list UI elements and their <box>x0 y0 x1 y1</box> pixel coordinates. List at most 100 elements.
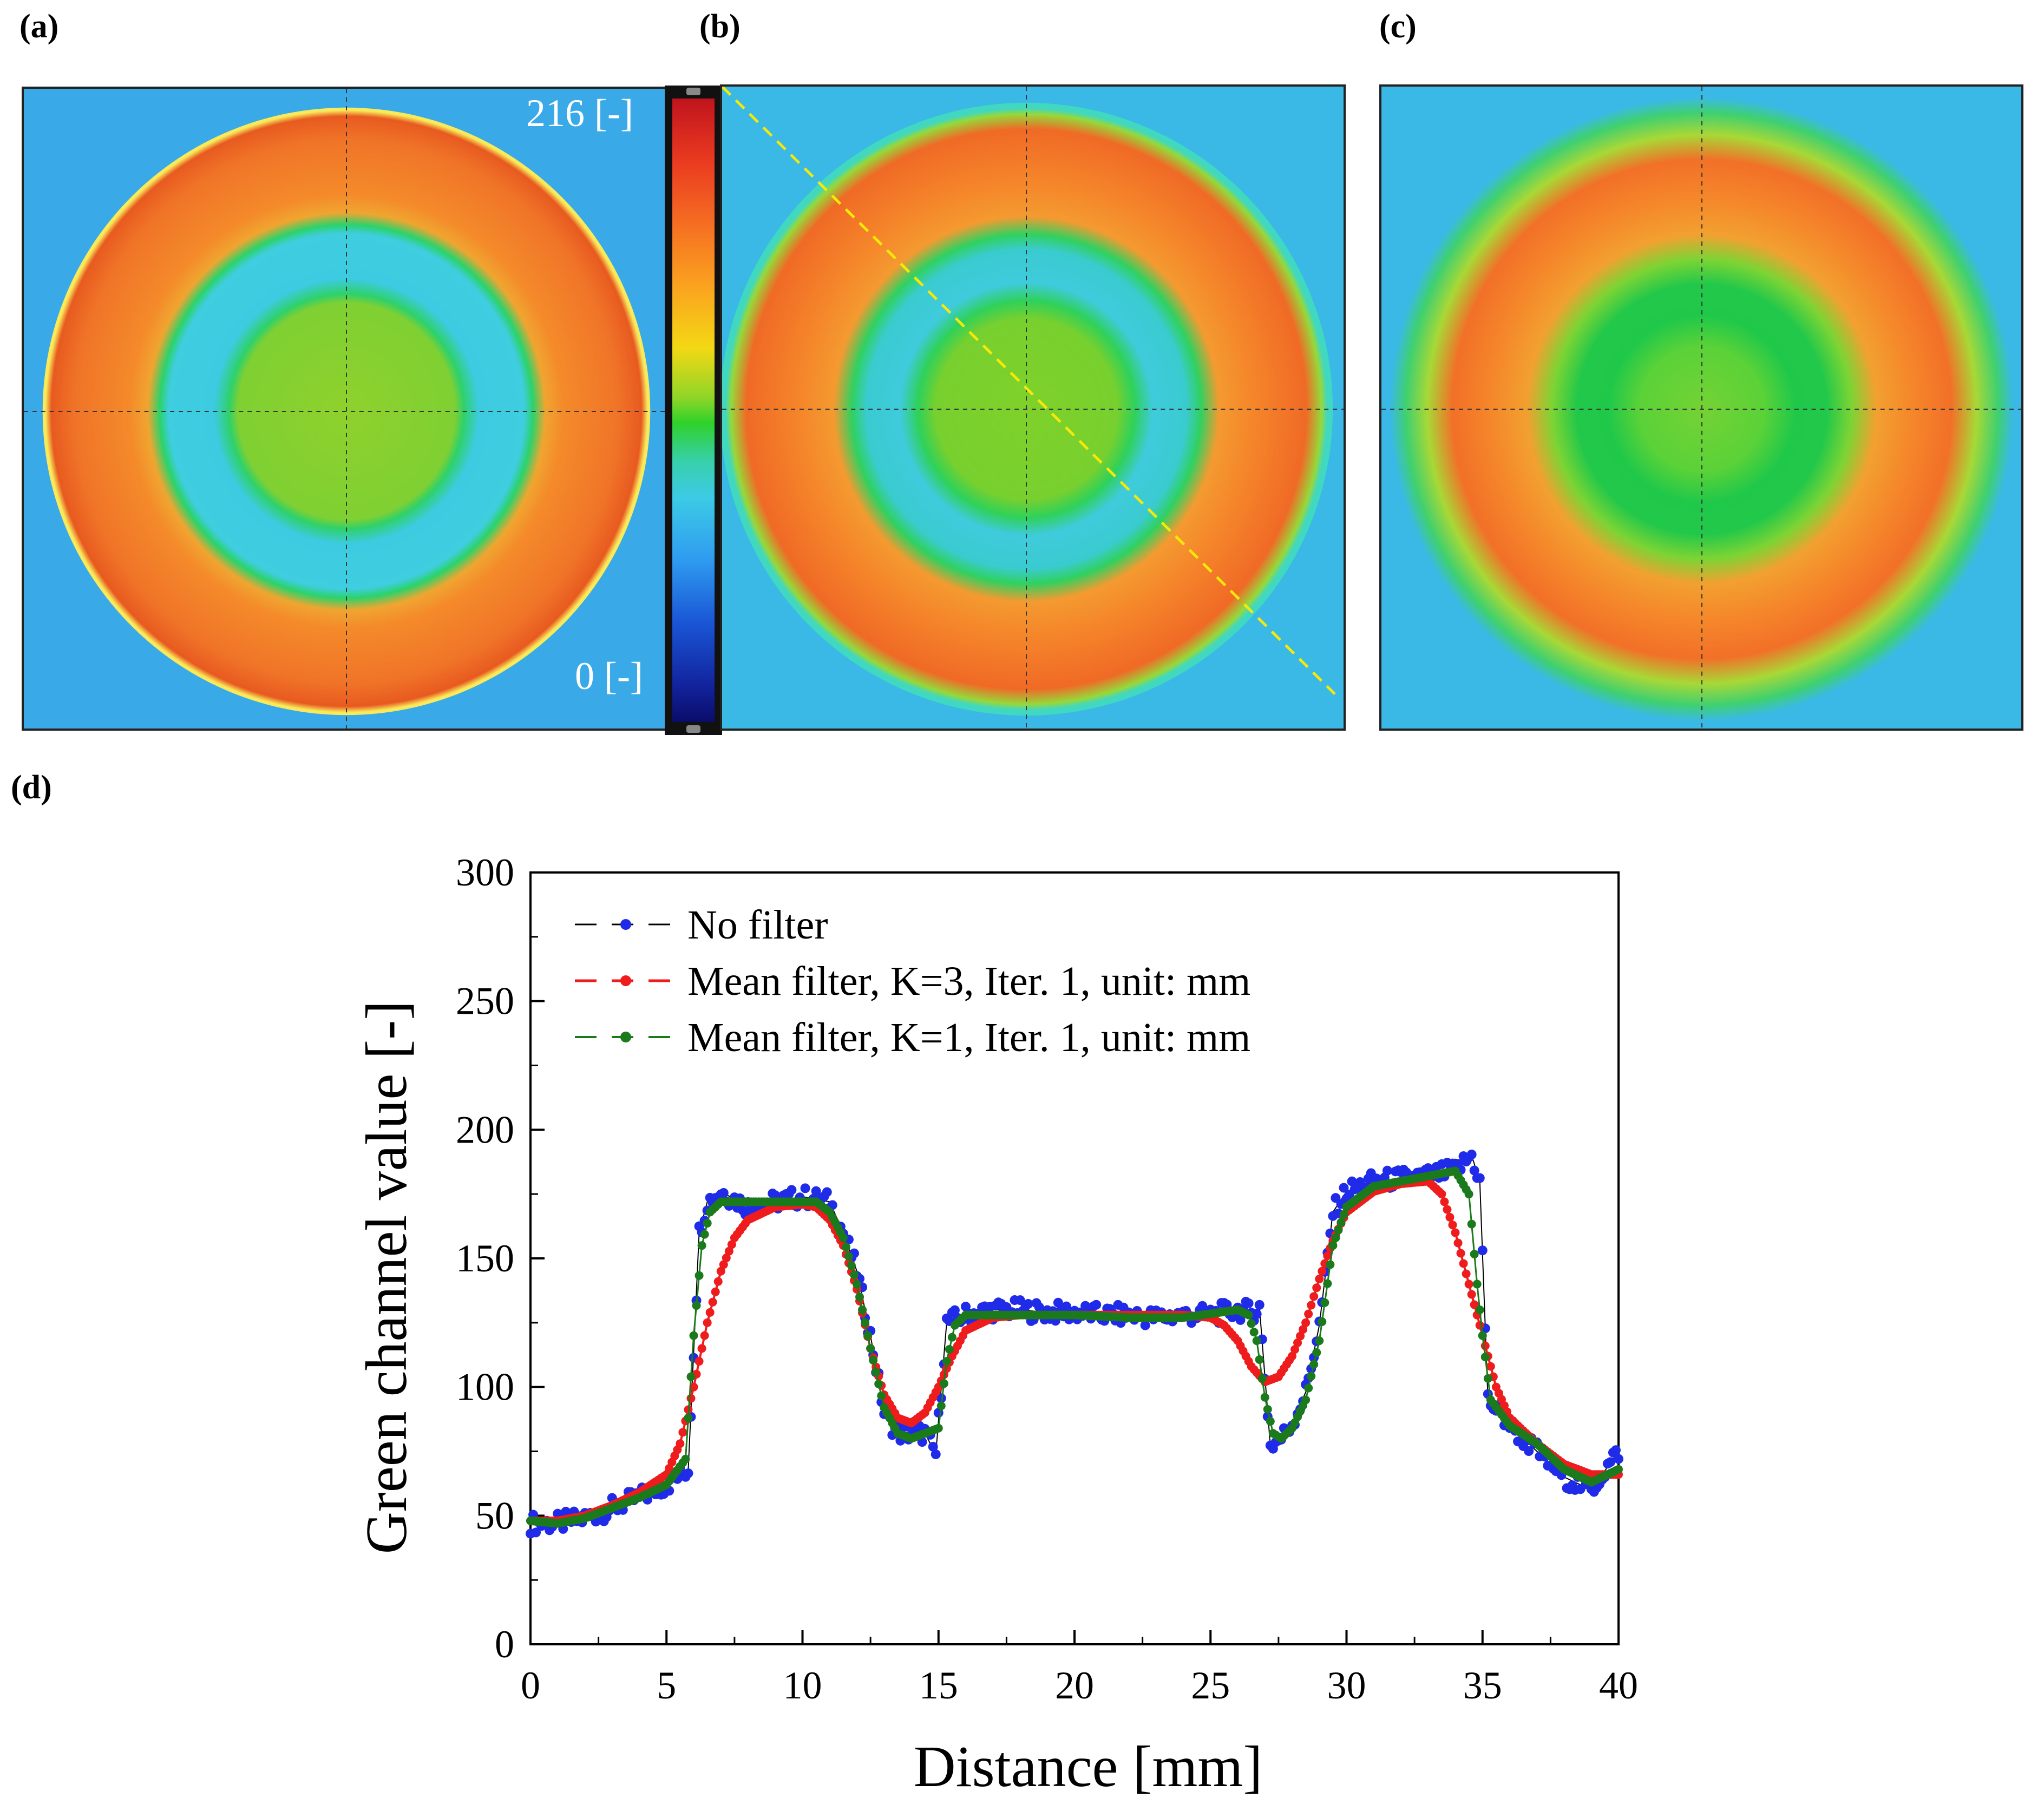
data-point <box>1483 1374 1492 1383</box>
data-point <box>719 1260 728 1269</box>
y-tick-label: 250 <box>456 980 514 1023</box>
data-point <box>695 1357 704 1366</box>
data-point <box>705 1308 715 1317</box>
x-tick-label: 25 <box>1191 1664 1230 1707</box>
colorbar-bottom-handle <box>686 725 700 733</box>
data-point <box>877 1391 886 1400</box>
y-axis-label: Green channel value [-] <box>355 1001 419 1554</box>
data-point <box>936 1393 946 1403</box>
data-point <box>872 1368 881 1377</box>
data-point <box>1453 1238 1463 1248</box>
data-point <box>787 1185 797 1195</box>
data-point <box>1326 1260 1335 1269</box>
data-point <box>1339 1210 1348 1219</box>
data-point <box>716 1267 725 1276</box>
heatmap-panel-c <box>1379 84 2023 731</box>
data-point <box>1451 1228 1460 1237</box>
legend-swatch-marker <box>620 975 631 986</box>
legend-item-3: Mean filter, K=1, Iter. 1, unit: mm <box>575 1015 1250 1060</box>
data-point <box>869 1356 878 1365</box>
x-tick-label: 5 <box>657 1664 676 1707</box>
data-point <box>1610 1445 1621 1455</box>
data-point <box>1252 1309 1262 1319</box>
legend-swatch-marker <box>620 1032 631 1042</box>
data-point <box>703 1219 712 1228</box>
data-point <box>1061 1301 1071 1311</box>
data-point <box>1257 1374 1267 1383</box>
data-point <box>727 1240 736 1249</box>
data-point <box>1140 1320 1150 1330</box>
data-point <box>1475 1321 1484 1330</box>
data-point <box>1091 1300 1102 1310</box>
data-point <box>1464 1279 1473 1289</box>
data-point <box>1301 1395 1311 1405</box>
data-point <box>822 1187 832 1197</box>
colorbar-min-label: 0 [-] <box>575 654 643 698</box>
x-tick-label: 35 <box>1463 1664 1502 1707</box>
heatmap-panel-b <box>720 84 1346 731</box>
data-point <box>686 1372 696 1381</box>
data-point <box>1477 1245 1488 1256</box>
data-point <box>1337 1218 1346 1227</box>
data-point <box>1328 1241 1338 1250</box>
data-point <box>1448 1221 1457 1230</box>
data-point <box>1323 1251 1332 1261</box>
legend-label: Mean filter, K=1, Iter. 1, unit: mm <box>687 1015 1250 1060</box>
data-point <box>700 1230 709 1239</box>
data-point <box>1331 1233 1340 1242</box>
data-point <box>1304 1383 1313 1393</box>
data-point <box>1312 1348 1321 1357</box>
data-point <box>1464 1190 1473 1199</box>
data-point <box>681 1454 690 1464</box>
y-tick-label: 300 <box>456 851 514 894</box>
data-point <box>811 1186 821 1196</box>
data-point <box>1470 1250 1479 1259</box>
panel-label-d: (d) <box>11 769 52 806</box>
data-point <box>1299 1325 1308 1334</box>
data-point <box>697 1241 706 1250</box>
data-point <box>697 1344 706 1353</box>
data-point <box>849 1270 859 1279</box>
x-tick-label: 10 <box>783 1664 822 1707</box>
data-point <box>1466 1149 1477 1159</box>
legend-label: Mean filter, K=3, Iter. 1, unit: mm <box>687 959 1250 1004</box>
legend-swatch-marker <box>620 919 631 930</box>
data-point <box>1252 1336 1261 1346</box>
data-point <box>1307 1372 1316 1381</box>
data-point <box>838 1233 848 1242</box>
data-point <box>683 1468 693 1479</box>
colorbar-max-label: 216 [-] <box>526 91 633 135</box>
data-point <box>1524 1446 1534 1456</box>
x-tick-label: 0 <box>521 1664 540 1707</box>
data-point <box>936 1401 946 1410</box>
data-point <box>711 1287 720 1296</box>
data-point <box>861 1318 870 1327</box>
data-point <box>945 1344 954 1354</box>
data-point <box>928 1441 938 1452</box>
colorbar-gradient <box>672 99 715 722</box>
data-point <box>855 1292 864 1302</box>
data-point <box>1469 1165 1479 1176</box>
data-point <box>931 1449 941 1459</box>
data-point <box>1247 1319 1256 1328</box>
y-tick-label: 100 <box>456 1366 514 1409</box>
legend-item-2: Mean filter, K=3, Iter. 1, unit: mm <box>575 959 1250 1004</box>
data-point <box>1478 1331 1487 1340</box>
panel-label-a: (a) <box>19 8 59 45</box>
data-point <box>1288 1351 1296 1361</box>
data-point <box>1459 1259 1468 1268</box>
data-point <box>841 1243 850 1252</box>
data-point <box>1197 1301 1208 1311</box>
data-point <box>1480 1353 1490 1362</box>
x-tick-label: 40 <box>1599 1664 1638 1707</box>
data-point <box>1462 1269 1471 1278</box>
data-point <box>1472 1279 1482 1289</box>
data-point <box>1320 1298 1329 1307</box>
data-point <box>947 1333 957 1342</box>
data-point <box>858 1305 867 1315</box>
data-point <box>844 1252 853 1261</box>
data-point <box>1614 1465 1623 1474</box>
data-point <box>531 1527 541 1538</box>
data-point <box>1339 1183 1349 1193</box>
